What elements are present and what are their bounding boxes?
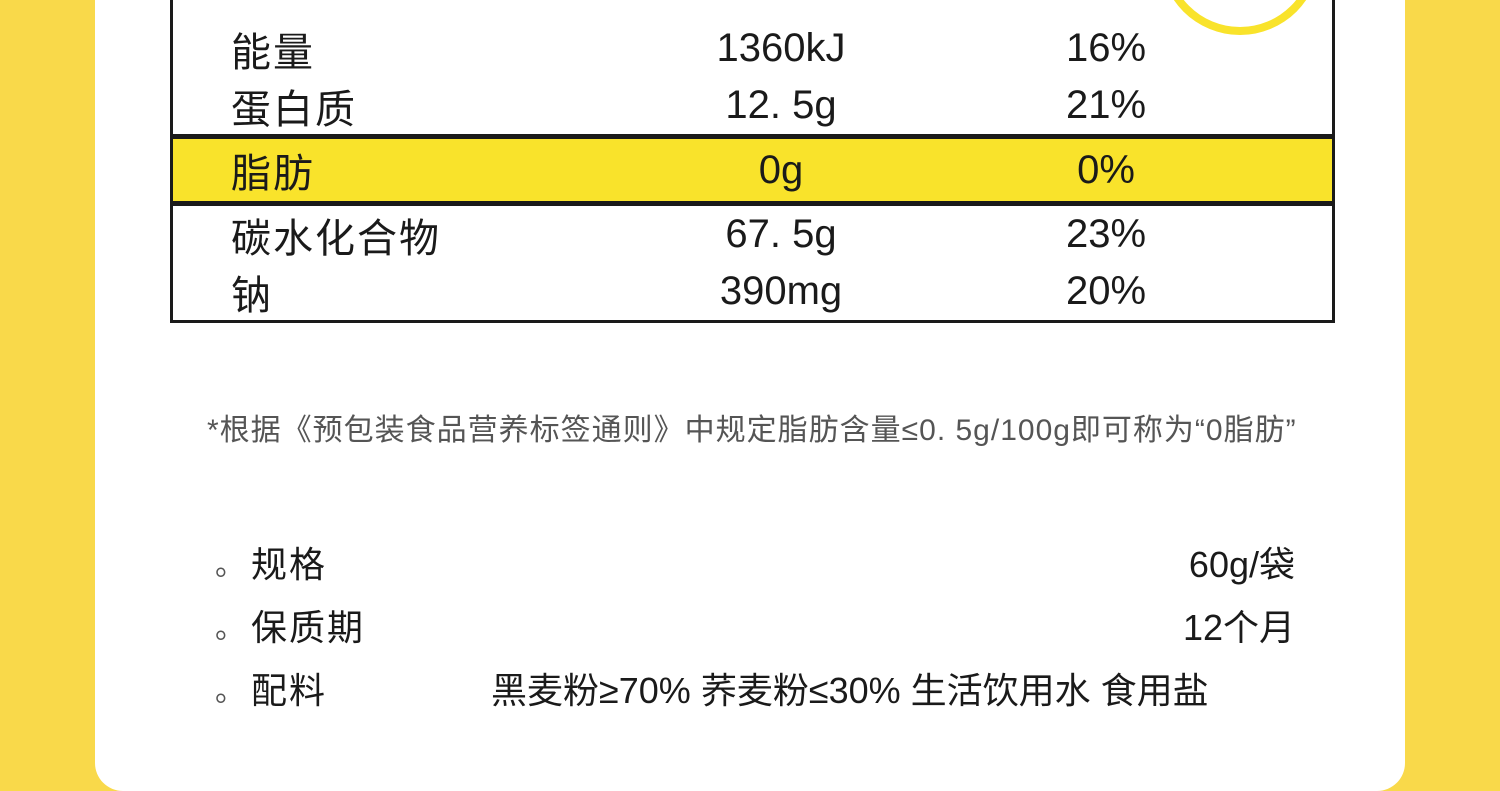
nutrient-percent: 0%	[951, 148, 1261, 193]
nutrient-value: 12. 5g	[611, 83, 951, 128]
table-row: 碳水化合物 67. 5g 23%	[173, 206, 1332, 263]
nutrient-name: 蛋白质	[231, 77, 611, 135]
nutrient-name: 钠	[231, 263, 611, 321]
spec-label: 保质期	[251, 599, 491, 651]
spec-value: 60g/袋	[491, 536, 1315, 588]
table-row: 钠 390mg 20%	[173, 263, 1332, 320]
nutrient-name: 碳水化合物	[231, 206, 611, 264]
spec-row: 。 保质期 12个月	[215, 593, 1315, 656]
nutrient-value: 0g	[611, 148, 951, 193]
spec-value: 12个月	[491, 599, 1315, 651]
nutrient-percent: 21%	[951, 83, 1261, 128]
nutrient-percent: 20%	[951, 269, 1261, 314]
nutrient-name: 能量	[231, 20, 611, 78]
nutrient-value: 390mg	[611, 269, 951, 314]
nutrient-percent: 16%	[951, 26, 1261, 71]
bullet-icon: 。	[215, 666, 251, 710]
footnote-text: *根据《预包装食品营养标签通则》中规定脂肪含量≤0. 5g/100g即可称为“0…	[207, 405, 1297, 449]
bullet-icon: 。	[215, 540, 251, 584]
spec-value: 黑麦粉≥70% 荞麦粉≤30% 生活饮用水 食用盐	[491, 662, 1315, 714]
product-info-card: 能量 1360kJ 16% 蛋白质 12. 5g 21% 脂肪 0g 0% 碳水…	[95, 0, 1405, 791]
spec-row: 。 规格 60g/袋	[215, 530, 1315, 593]
nutrient-value: 67. 5g	[611, 212, 951, 257]
spec-row: 。 配料 黑麦粉≥70% 荞麦粉≤30% 生活饮用水 食用盐	[215, 656, 1315, 719]
nutrient-name: 脂肪	[231, 141, 611, 199]
nutrition-table: 能量 1360kJ 16% 蛋白质 12. 5g 21% 脂肪 0g 0% 碳水…	[170, 0, 1335, 323]
table-row: 蛋白质 12. 5g 21%	[173, 77, 1332, 134]
spec-label: 配料	[251, 662, 491, 714]
spec-label: 规格	[251, 536, 491, 588]
spec-list: 。 规格 60g/袋 。 保质期 12个月 。 配料 黑麦粉≥70% 荞麦粉≤3…	[215, 530, 1315, 719]
nutrient-value: 1360kJ	[611, 26, 951, 71]
bullet-icon: 。	[215, 603, 251, 647]
table-row: 能量 1360kJ 16%	[173, 0, 1332, 77]
table-row-highlighted: 脂肪 0g 0%	[173, 134, 1332, 206]
nutrient-percent: 23%	[951, 212, 1261, 257]
